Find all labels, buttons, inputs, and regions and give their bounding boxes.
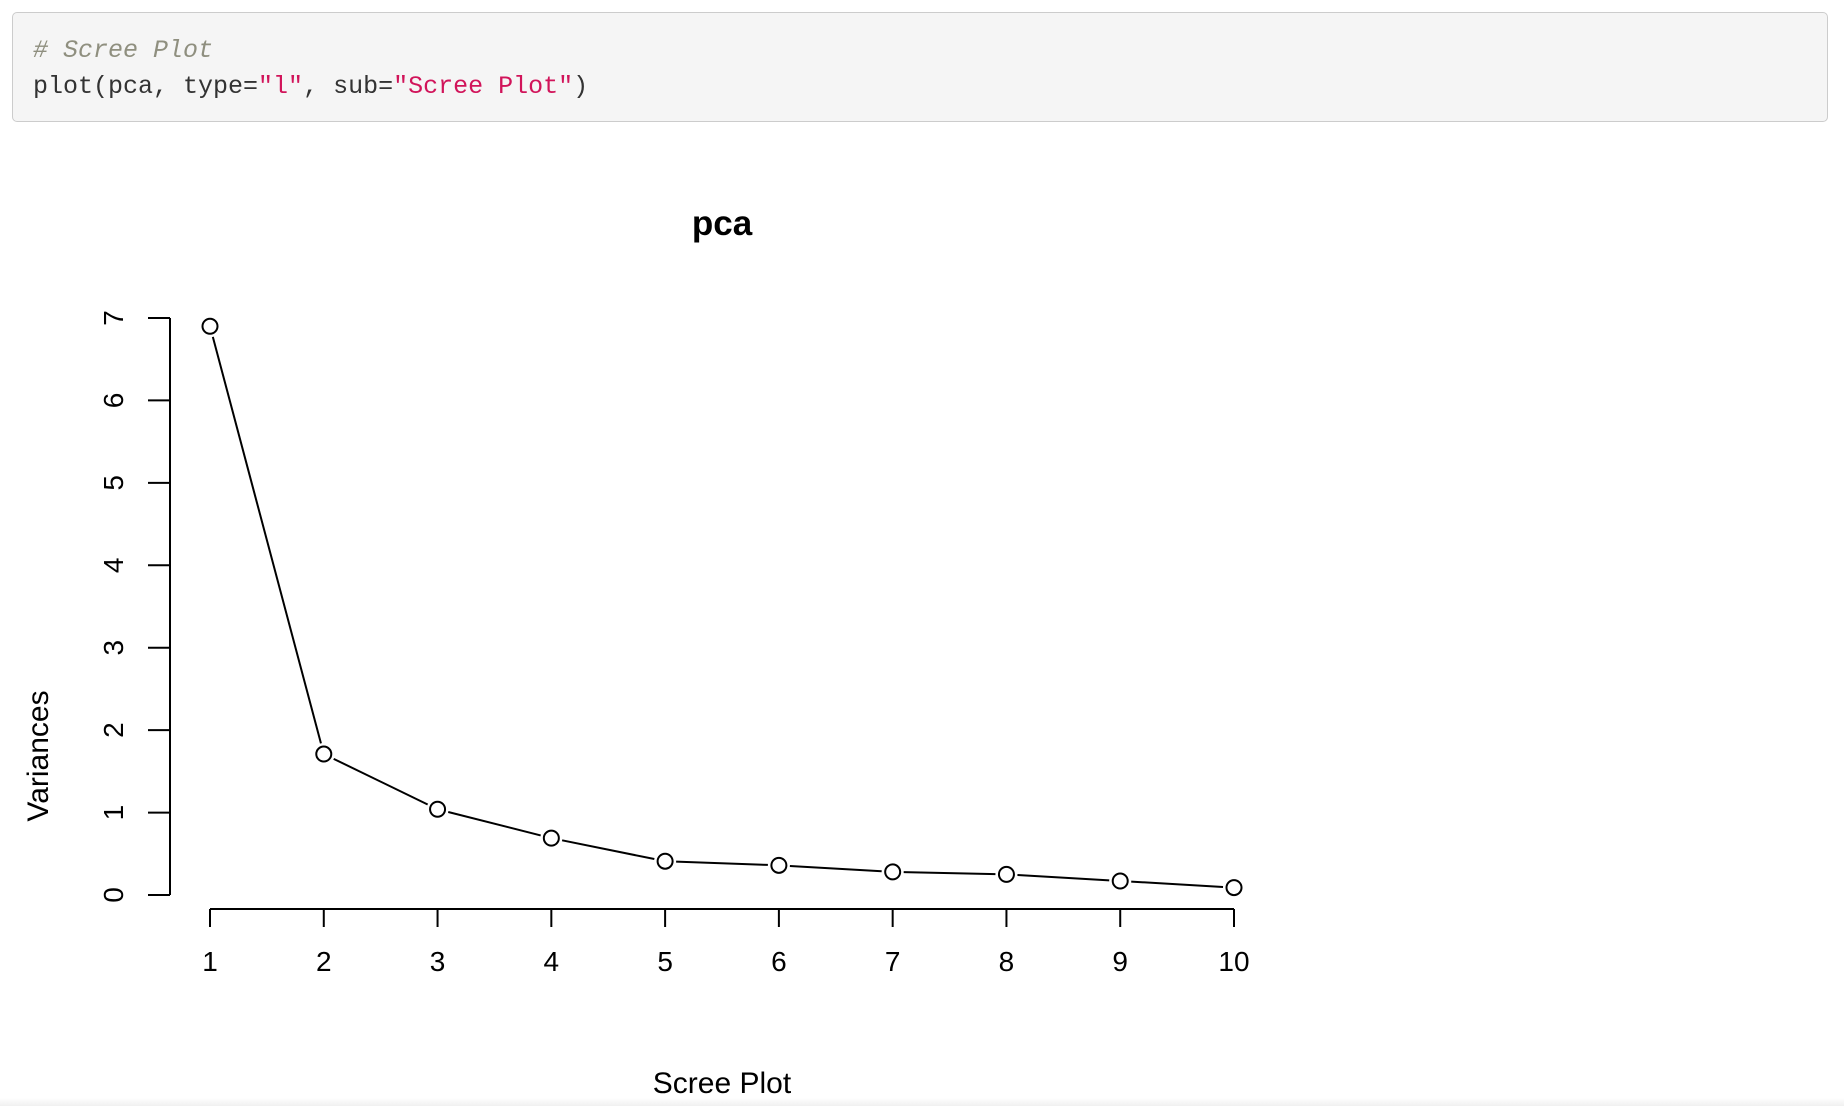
code-chunk: # Scree Plot plot(pca, type="l", sub="Sc… — [12, 12, 1828, 122]
y-tick-label: 0 — [98, 887, 129, 903]
x-tick-label: 3 — [430, 946, 446, 977]
y-tick-label: 7 — [98, 310, 129, 326]
code-suffix: ) — [573, 72, 589, 101]
code-plot-call-line: plot(pca, type="l", sub="Scree Plot") — [33, 69, 1807, 105]
series-line-segment — [1131, 880, 1224, 888]
y-tick-label: 1 — [98, 805, 129, 821]
page-bottom-edge — [0, 1098, 1844, 1106]
x-tick-label: 2 — [316, 946, 332, 977]
code-comment: # Scree Plot — [33, 36, 214, 65]
x-axis: 1 2 3 4 5 6 7 8 9 10 — [202, 908, 1250, 977]
y-tick-label: 5 — [98, 475, 129, 491]
x-tick-label: 5 — [657, 946, 673, 977]
y-tick-label: 6 — [98, 393, 129, 409]
code-comment-line: # Scree Plot — [33, 33, 1807, 69]
x-tick-label: 1 — [202, 946, 218, 977]
series-line-segment — [1017, 874, 1110, 882]
series-line-segment — [211, 336, 322, 744]
data-point — [656, 852, 674, 870]
y-tick-label: 3 — [98, 640, 129, 656]
series-group — [201, 317, 1243, 897]
y-tick-label: 2 — [98, 722, 129, 738]
code-fn-prefix: plot(pca, type= — [33, 72, 259, 101]
x-tick-label: 6 — [771, 946, 787, 977]
series-line-segment — [789, 864, 882, 873]
scree-plot-chart: pca Variances Scree Plot 0 1 2 3 4 5 6 7 1 2 3 4 5 6… — [22, 204, 1250, 1100]
data-point — [315, 745, 333, 763]
code-sub-value: "Scree Plot" — [393, 72, 574, 101]
data-point — [542, 829, 560, 847]
x-tick-label: 8 — [999, 946, 1015, 977]
data-point — [997, 865, 1015, 883]
series-line-segment — [676, 860, 768, 866]
x-tick-label: 7 — [885, 946, 901, 977]
data-point — [201, 317, 219, 335]
x-tick-label: 4 — [544, 946, 560, 977]
series-line-segment — [903, 871, 996, 876]
x-axis-label: Scree Plot — [653, 1067, 792, 1100]
x-tick-label: 9 — [1112, 946, 1128, 977]
data-point — [1111, 872, 1129, 890]
y-tick-label: 4 — [98, 557, 129, 573]
series-line-segment — [333, 757, 429, 806]
series-line-segment — [447, 811, 541, 837]
data-point — [884, 863, 902, 881]
code-mid: , sub= — [303, 72, 394, 101]
data-point — [1225, 879, 1243, 897]
series-line-segment — [561, 839, 655, 860]
data-point — [770, 856, 788, 874]
code-type-value: "l" — [258, 72, 304, 101]
y-axis: 0 1 2 3 4 5 6 7 — [98, 310, 171, 903]
data-point — [429, 800, 447, 818]
y-axis-label: Variances — [22, 690, 55, 821]
chart-title: pca — [692, 204, 753, 243]
x-tick-label: 10 — [1218, 946, 1249, 977]
